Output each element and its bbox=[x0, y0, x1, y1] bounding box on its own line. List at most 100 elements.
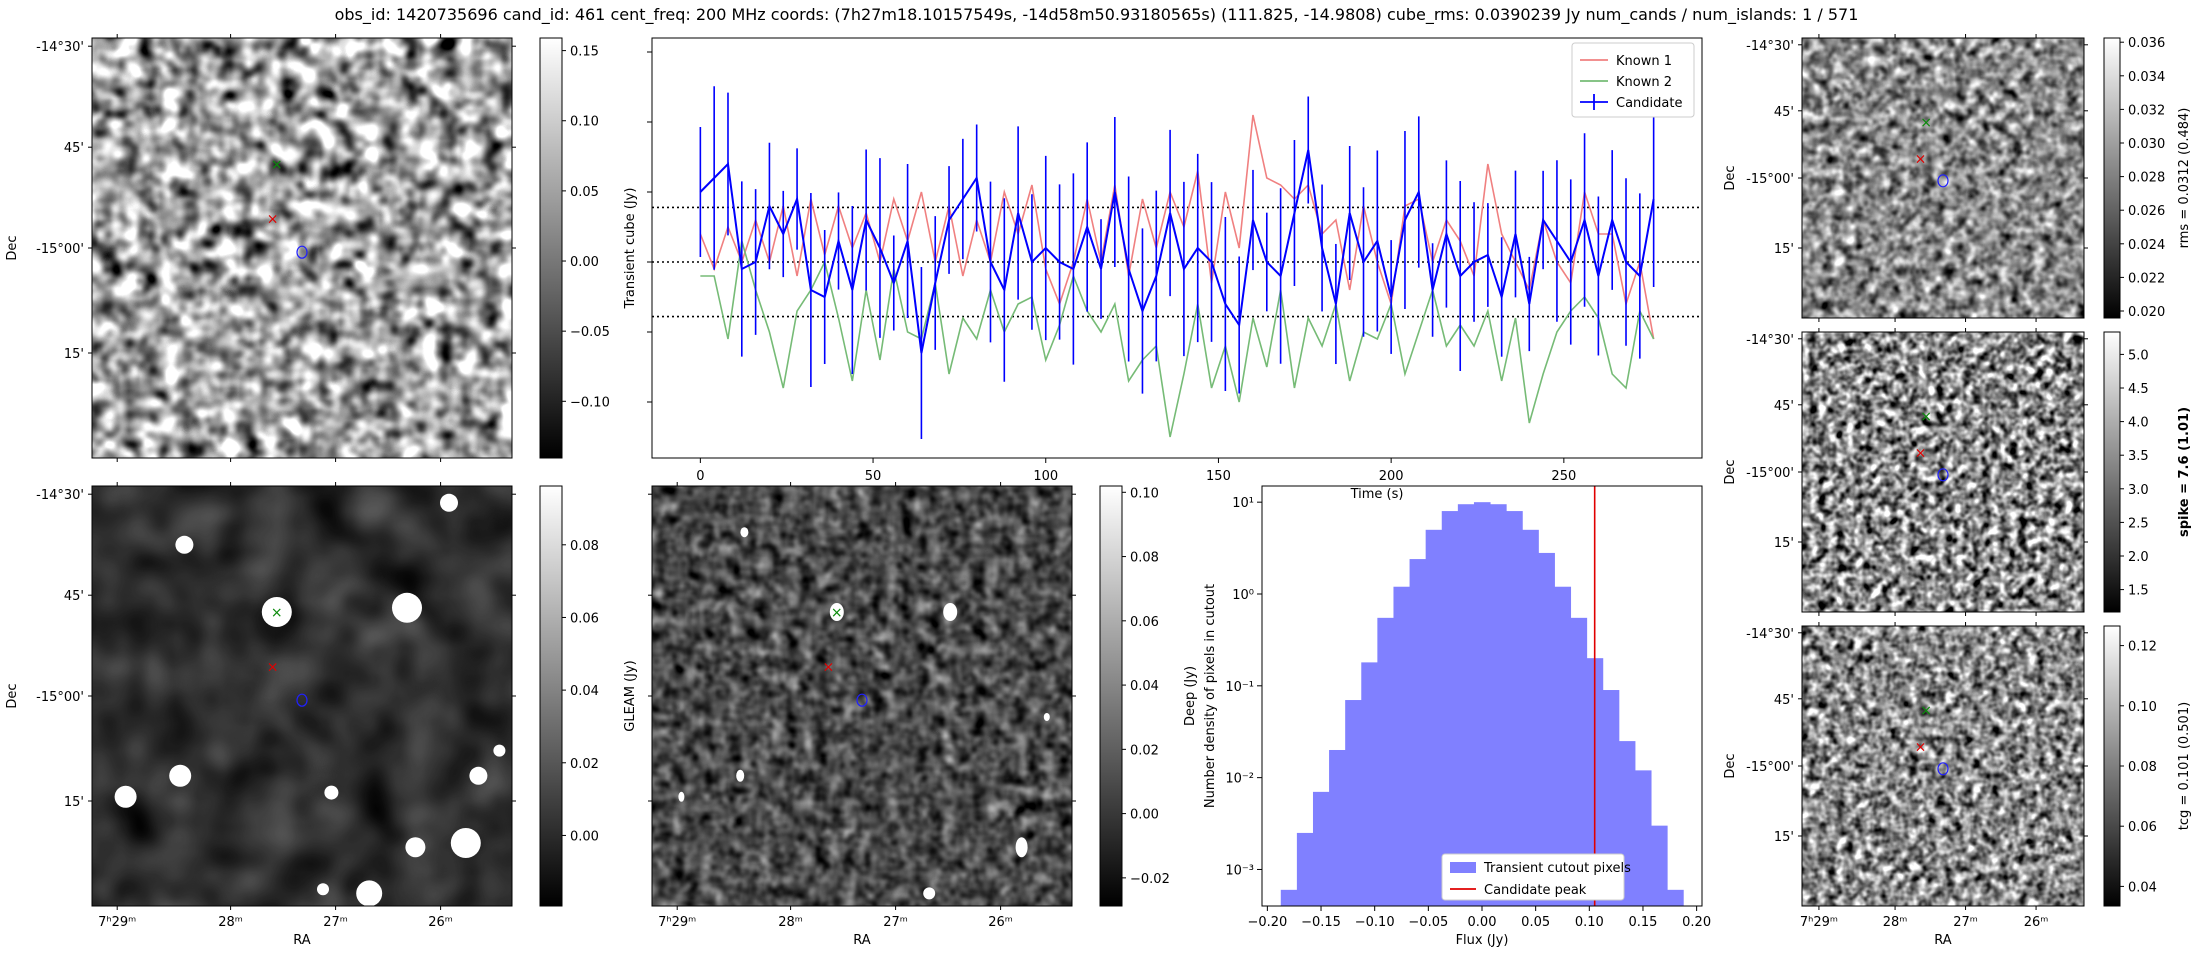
colorbar-tick-label: 0.032 bbox=[2128, 103, 2165, 118]
spike-colorbar: 5.0 4.5 4.0 3.5 3.0 2.5 2.0 1.5 spike = 7.6 (1.0… bbox=[2103, 331, 2192, 613]
ra-tick-label: 28ᵐ bbox=[218, 915, 243, 930]
histogram-bar bbox=[1393, 586, 1411, 906]
colorbar-tick-label: 0.10 bbox=[570, 115, 599, 130]
deep-colorbar-label: Deep (Jy) bbox=[1183, 666, 1198, 726]
ra-tick-label: 28ᵐ bbox=[1883, 915, 1908, 930]
known1-marker: × bbox=[1915, 445, 1927, 461]
source-blob bbox=[469, 766, 488, 785]
gleam-image: × × -14°30' 45' -15°00' 15' 7ʰ29ᵐ 28ᵐ 27ᵐ 26ᵐ Dec R… bbox=[5, 482, 516, 948]
dec-tick-label: 45' bbox=[64, 141, 84, 156]
gleam-image-noise bbox=[92, 486, 512, 906]
ra-tick-label: 7ʰ29ᵐ bbox=[98, 915, 136, 930]
tcg-colorbar-gradient bbox=[2103, 625, 2121, 907]
spike-image-noise bbox=[1802, 332, 2084, 612]
source-blob bbox=[169, 764, 192, 787]
y-tick-label: 10⁻¹ bbox=[1225, 680, 1254, 695]
ra-tick-label: 26ᵐ bbox=[988, 915, 1013, 930]
source-blob bbox=[923, 887, 936, 900]
histogram-bar bbox=[1409, 559, 1427, 906]
x-tick-label: 0.15 bbox=[1628, 915, 1657, 930]
ra-tick-label: 27ᵐ bbox=[323, 915, 348, 930]
colorbar-tick-label: 0.04 bbox=[570, 684, 599, 699]
legend-label: Transient cutout pixels bbox=[1483, 861, 1631, 876]
dec-tick-label: 15' bbox=[64, 795, 84, 810]
figure-title: obs_id: 1420735696 cand_id: 461 cent_fre… bbox=[334, 5, 1859, 24]
y-tick-label: 10⁻² bbox=[1225, 772, 1254, 787]
histogram-bar bbox=[1441, 511, 1459, 906]
gleam-colorbar-label: GLEAM (Jy) bbox=[623, 660, 638, 731]
colorbar-tick-label: 0.022 bbox=[2128, 271, 2165, 286]
legend-label: Candidate bbox=[1616, 96, 1682, 111]
series-line-known-2 bbox=[700, 240, 1655, 438]
known1-marker: × bbox=[823, 660, 835, 676]
source-blob bbox=[1015, 837, 1028, 858]
x-tick-label: 150 bbox=[1206, 469, 1231, 484]
dec-tick-label: -14°30' bbox=[36, 40, 84, 55]
colorbar-tick-label: 0.020 bbox=[2128, 305, 2165, 320]
histogram-chart: −0.20 −0.15 −0.10 −0.05 0.00 0.05 0.10 0.15 0.20… bbox=[1203, 485, 1711, 948]
rms-colorbar: 0.036 0.034 0.032 0.030 0.028 0.026 0.024 0.022… bbox=[2103, 36, 2192, 320]
candidate-marker bbox=[1937, 468, 1949, 482]
known2-marker: × bbox=[1920, 115, 1932, 131]
dec-tick-label: -15°00' bbox=[36, 242, 84, 257]
histogram-bar bbox=[1522, 529, 1539, 906]
ra-tick-label: 26ᵐ bbox=[2024, 915, 2049, 930]
colorbar-tick-label: 0.06 bbox=[1130, 615, 1159, 630]
legend-label: Known 1 bbox=[1616, 54, 1672, 69]
colorbar-tick-label: 5.0 bbox=[2128, 348, 2149, 363]
x-axis-label: Time (s) bbox=[1350, 487, 1404, 502]
source-blob bbox=[450, 828, 481, 858]
known1-marker: × bbox=[267, 212, 279, 228]
colorbar-tick-label: 0.06 bbox=[2128, 820, 2157, 835]
x-tick-label: −0.20 bbox=[1247, 915, 1287, 930]
histogram-bar bbox=[1570, 617, 1588, 906]
ra-tick-label: 7ʰ29ᵐ bbox=[658, 915, 696, 930]
histogram-bar bbox=[1667, 889, 1684, 906]
known2-marker: × bbox=[271, 157, 283, 173]
colorbar-tick-label: 0.08 bbox=[570, 539, 599, 554]
histogram-bar bbox=[1490, 504, 1507, 906]
candidate-marker bbox=[1937, 174, 1949, 188]
dec-tick-label: 45' bbox=[1774, 693, 1794, 708]
known2-marker: × bbox=[271, 605, 283, 621]
rms-colorbar-label: rms = 0.0312 (0.484) bbox=[2177, 108, 2192, 249]
y-axis-label: Number density of pixels in cutout bbox=[1203, 584, 1218, 808]
x-tick-label: −0.05 bbox=[1408, 915, 1448, 930]
candidate-marker bbox=[296, 693, 308, 707]
source-blob bbox=[324, 785, 339, 800]
spike-colorbar-gradient bbox=[2103, 331, 2121, 613]
source-blob bbox=[829, 603, 844, 621]
dec-tick-label: 45' bbox=[1774, 399, 1794, 414]
light-curve-frame bbox=[651, 37, 1703, 459]
colorbar-tick-label: 0.05 bbox=[570, 185, 599, 200]
colorbar-tick-label: 0.036 bbox=[2128, 36, 2165, 51]
ra-tick-label: 27ᵐ bbox=[1953, 915, 1978, 930]
colorbar-tick-label: 0.15 bbox=[570, 45, 599, 60]
colorbar-tick-label: 0.00 bbox=[1130, 808, 1159, 823]
known2-marker: × bbox=[1920, 409, 1932, 425]
source-blob bbox=[261, 597, 292, 627]
series-line-known-1 bbox=[699, 114, 1655, 340]
y-tick-label: 10¹ bbox=[1232, 496, 1254, 511]
transient-colorbar-label: Transient cube (Jy) bbox=[623, 188, 638, 310]
histogram-bar bbox=[1602, 690, 1620, 906]
source-blob bbox=[678, 791, 685, 802]
colorbar-tick-label: 0.04 bbox=[1130, 679, 1159, 694]
known2-marker: × bbox=[831, 605, 843, 621]
colorbar-tick-label: 0.10 bbox=[2128, 700, 2157, 715]
dec-tick-label: -15°00' bbox=[1746, 172, 1794, 187]
ra-tick-label: 26ᵐ bbox=[428, 915, 453, 930]
dec-tick-label: -15°00' bbox=[1746, 466, 1794, 481]
dec-tick-label: 15' bbox=[1774, 536, 1794, 551]
spike-colorbar-label: spike = 7.6 (1.01) bbox=[2177, 407, 2192, 537]
legend-label: Known 2 bbox=[1616, 75, 1672, 90]
histogram-bar bbox=[1280, 889, 1298, 906]
histogram-bar bbox=[1506, 511, 1523, 906]
colorbar-tick-label: 0.10 bbox=[1130, 486, 1159, 501]
known1-marker: × bbox=[267, 660, 279, 676]
candidate-marker bbox=[856, 693, 868, 707]
dec-axis-label: Dec bbox=[1723, 165, 1738, 190]
dec-tick-label: -15°00' bbox=[1746, 760, 1794, 775]
tcg-image: × × -14°30' 45' -15°00' 15' 7ʰ29ᵐ 28ᵐ 27ᵐ 26ᵐ Dec R… bbox=[1723, 622, 2088, 948]
